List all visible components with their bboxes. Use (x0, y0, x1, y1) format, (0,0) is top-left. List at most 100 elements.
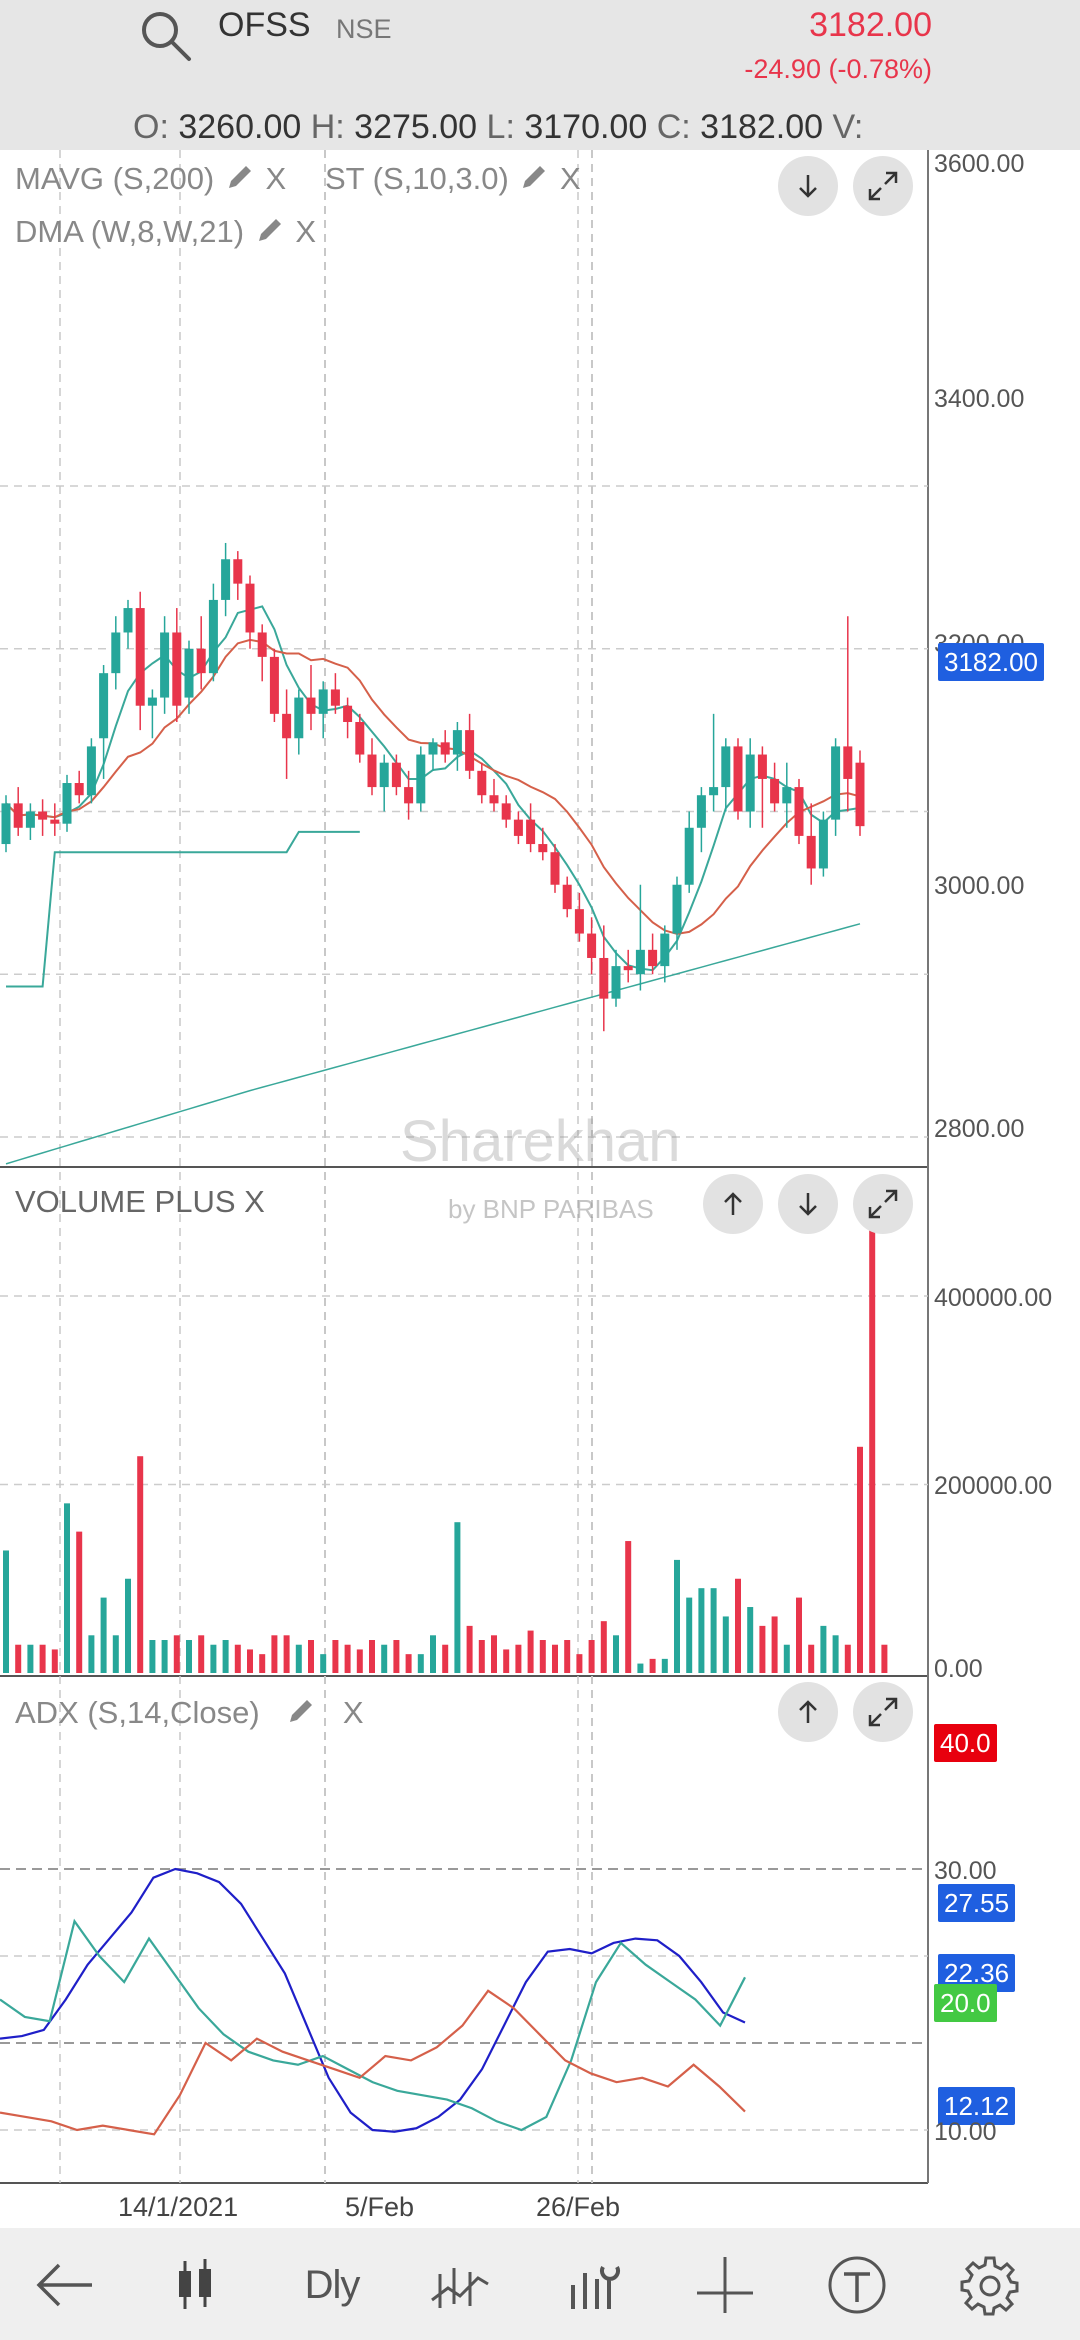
candle-body (782, 787, 792, 804)
crosshair-icon[interactable] (690, 2250, 760, 2320)
volume-bar (759, 1625, 766, 1673)
adx-lower-level-tag: 20.0 (934, 1984, 997, 2022)
text-tool-icon[interactable] (822, 2250, 892, 2320)
volume-bar (588, 1640, 595, 1673)
adx-close[interactable]: X (342, 1695, 364, 1731)
last-price: 3182.00 (809, 6, 932, 44)
volume-bar (442, 1644, 449, 1673)
indicator-dma-close[interactable]: X (295, 214, 317, 250)
volume-bar (808, 1644, 815, 1673)
low-value: 3170.00 (524, 108, 648, 146)
search-icon[interactable] (135, 4, 195, 64)
candle-body (794, 787, 804, 836)
volume-bar (600, 1621, 607, 1673)
volume-bar (710, 1588, 717, 1673)
volume-bar (15, 1644, 22, 1673)
move-up-button[interactable] (703, 1174, 763, 1234)
volume-bar (503, 1649, 510, 1673)
candlestick-icon[interactable] (160, 2250, 230, 2320)
indicator-st-close[interactable]: X (560, 161, 581, 197)
close-label: C: (656, 108, 691, 146)
volume-bar (137, 1456, 144, 1673)
candle-body (86, 746, 96, 796)
candle-body (855, 762, 865, 827)
chart-area[interactable] (0, 150, 1080, 2228)
chart-type-icon[interactable] (425, 2250, 495, 2320)
volume-bar (283, 1635, 290, 1673)
volume-panel-title[interactable]: VOLUME PLUS X (15, 1184, 265, 1219)
pencil-icon[interactable] (223, 160, 257, 202)
pencil-icon[interactable] (253, 213, 287, 255)
candle-body (123, 608, 133, 633)
volume-bar (661, 1658, 668, 1673)
candle-body (526, 819, 536, 845)
candle-body (282, 713, 292, 739)
move-down-button[interactable] (778, 156, 838, 216)
volume-bar (186, 1640, 192, 1673)
arrow-up-icon (799, 1700, 817, 1723)
candle-body (721, 746, 731, 788)
move-up-button[interactable] (778, 1682, 838, 1742)
gear-icon[interactable] (955, 2250, 1025, 2320)
volume-bar (735, 1578, 741, 1673)
candle-body (672, 884, 682, 934)
volume-bar (649, 1658, 656, 1673)
volume-bar (417, 1654, 424, 1673)
candle-body (648, 949, 658, 967)
indicator-st-label: ST (S,10,3.0) (325, 161, 509, 197)
candle-body (501, 803, 511, 820)
volume-bar (51, 1649, 58, 1673)
interval-button[interactable]: Dly (292, 2250, 372, 2320)
volume-bar (320, 1654, 327, 1673)
volume-bar (259, 1654, 266, 1673)
volume-bar (295, 1644, 302, 1673)
volume-bar (332, 1640, 339, 1673)
candle-body (623, 966, 633, 971)
candle-body (367, 754, 377, 788)
adx-upper-level-tag: 40.0 (934, 1724, 997, 1762)
volume-bar (405, 1654, 412, 1673)
candle-body (257, 632, 267, 657)
expand-button[interactable] (853, 156, 913, 216)
pencil-icon[interactable] (517, 160, 551, 202)
move-down-button[interactable] (778, 1174, 838, 1234)
candle-body (843, 746, 853, 779)
volume-bar (112, 1635, 119, 1673)
volume-bar (27, 1644, 34, 1673)
x-axis-label: 14/1/2021 (118, 2192, 239, 2222)
candle-body (562, 884, 572, 910)
high-value: 3275.00 (354, 108, 478, 146)
indicator-dma[interactable]: DMA (W,8,W,21) X (15, 213, 316, 255)
volume-bar (210, 1644, 217, 1673)
expand-button[interactable] (853, 1174, 913, 1234)
indicator-mavg[interactable]: MAVG (S,200) X (15, 160, 286, 202)
expand-button[interactable] (853, 1682, 913, 1742)
candle-body (379, 762, 389, 788)
volume-bar (308, 1640, 314, 1673)
indicator-mavg-close[interactable]: X (265, 161, 287, 197)
volume-bar (344, 1644, 351, 1673)
price-axis-tick: 3600.00 (934, 150, 1025, 178)
indicator-st[interactable]: ST (S,10,3.0) X (325, 160, 581, 202)
expand-icon (868, 1189, 898, 1219)
candle-body (696, 795, 706, 828)
open-value: 3260.00 (178, 108, 302, 146)
volume-bar (686, 1597, 693, 1673)
adx-indicator[interactable]: ADX (S,14,Close) X (15, 1694, 364, 1736)
dma-fast-line (5, 605, 861, 972)
symbol-name[interactable]: OFSS (218, 6, 311, 44)
volume-bar (857, 1446, 863, 1673)
candle-body (160, 632, 170, 698)
adx-line (0, 1867, 746, 2133)
study-tools-icon[interactable] (560, 2250, 630, 2320)
candle-body (428, 742, 438, 755)
volume-bar (247, 1649, 253, 1673)
pencil-icon[interactable] (268, 1694, 318, 1736)
candle-body (733, 746, 743, 812)
back-arrow-icon[interactable] (30, 2250, 100, 2320)
candle-body (757, 754, 767, 779)
volume-bar (698, 1588, 705, 1673)
candle-body (587, 933, 597, 958)
x-axis-label: 5/Feb (345, 2192, 415, 2222)
volume-bar (149, 1640, 156, 1673)
